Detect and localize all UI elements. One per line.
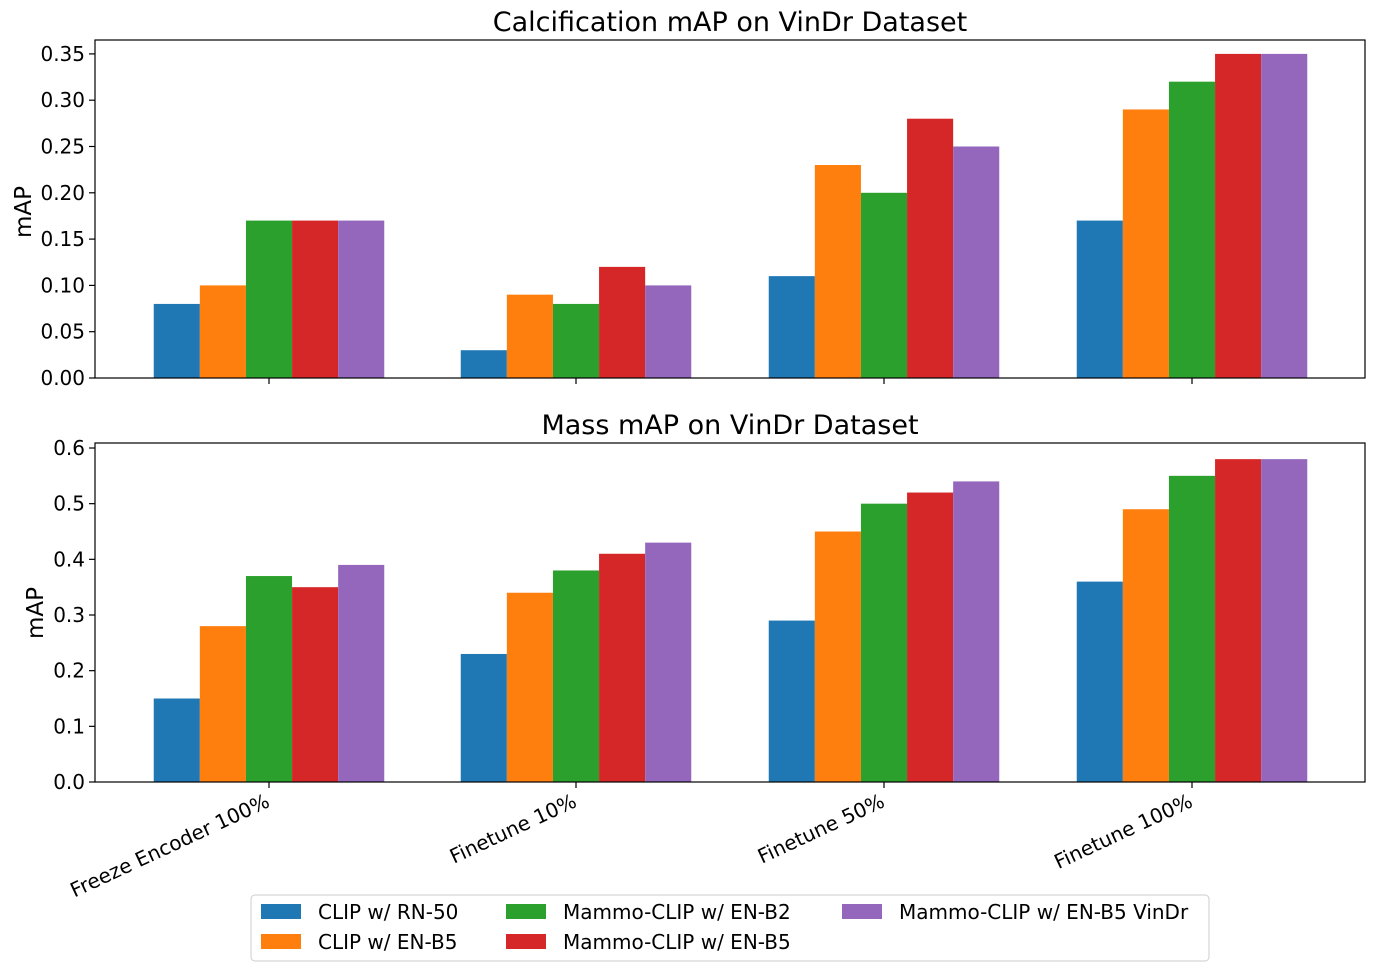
calcification-bar-clip-w-en-b5-finetune-10 xyxy=(506,294,553,378)
calcification-y-tick-label: 0.25 xyxy=(40,134,85,158)
mass-y-axis-label: mAP xyxy=(23,587,49,639)
calcification-bar-mammo-clip-w-en-b5-finetune-50 xyxy=(907,118,954,379)
mass-bar-clip-w-en-b5-finetune-10 xyxy=(506,592,553,782)
mass-y-tick-label: 0.0 xyxy=(53,770,85,794)
mass-y-tick-label: 0.1 xyxy=(53,714,85,738)
mass-bar-mammo-clip-w-en-b5-vindr-finetune-10 xyxy=(645,542,692,782)
mass-bar-mammo-clip-w-en-b2-finetune-10 xyxy=(552,570,600,782)
mass-y-tick-label: 0.3 xyxy=(53,603,85,627)
mass-bar-clip-w-en-b5-finetune-100 xyxy=(1122,509,1169,782)
calcification-y-tick-label: 0.15 xyxy=(40,227,85,251)
mass-bar-clip-w-rn-50-finetune-50 xyxy=(768,620,815,782)
calcification-bar-mammo-clip-w-en-b2-finetune-10 xyxy=(552,303,600,378)
mass-bar-mammo-clip-w-en-b2-finetune-100 xyxy=(1168,475,1216,782)
mass-bar-clip-w-rn-50-finetune-100 xyxy=(1076,581,1123,782)
mass-y-tick-label: 0.2 xyxy=(53,659,85,683)
calcification-plot-area: 0.00 0.05 0.10 0.15 0.20 0.25 0.30 0.35 xyxy=(40,39,1366,390)
legend-label-clip-w-rn-50: CLIP w/ RN-50 xyxy=(318,900,458,924)
legend-swatch-mammo-clip-w-en-b5 xyxy=(506,934,546,949)
legend-label-mammo-clip-w-en-b5-vindr: Mammo-CLIP w/ EN-B5 VinDr xyxy=(899,900,1189,924)
legend-swatch-clip-w-rn-50 xyxy=(261,904,301,919)
legend-swatch-clip-w-en-b5 xyxy=(261,934,301,949)
mass-bar-mammo-clip-w-en-b5-finetune-50 xyxy=(907,492,954,782)
calcification-bar-mammo-clip-w-en-b5-vindr-finetune-10 xyxy=(645,285,692,378)
calcification-chart: Calcification mAP on VinDr Dataset mAP 0… xyxy=(11,7,1366,390)
calcification-y-tick-label: 0.30 xyxy=(40,88,85,112)
calcification-bar-mammo-clip-w-en-b5-finetune-10 xyxy=(599,266,646,378)
calcification-y-tick-label: 0.10 xyxy=(40,273,85,297)
calcification-bar-clip-w-en-b5-freeze-encoder-100 xyxy=(199,285,246,378)
mass-bar-mammo-clip-w-en-b5-vindr-freeze-encoder-100 xyxy=(338,564,385,782)
legend-label-clip-w-en-b5: CLIP w/ EN-B5 xyxy=(318,930,457,954)
calcification-axes-frame xyxy=(94,39,1366,379)
calcification-bar-mammo-clip-w-en-b5-finetune-100 xyxy=(1215,53,1262,378)
mass-bar-clip-w-en-b5-finetune-50 xyxy=(814,531,861,782)
mass-chart-title: Mass mAP on VinDr Dataset xyxy=(541,410,918,441)
mass-bar-mammo-clip-w-en-b5-vindr-finetune-100 xyxy=(1261,459,1308,782)
mass-bar-clip-w-rn-50-freeze-encoder-100 xyxy=(153,698,200,782)
calcification-y-tick-label: 0.05 xyxy=(40,320,85,344)
mass-chart: Mass mAP on VinDr Dataset mAP 0.0 0.1 0.2 0… xyxy=(23,410,1366,902)
mass-y-tick-label: 0.4 xyxy=(53,547,85,571)
calcification-bar-clip-w-rn-50-freeze-encoder-100 xyxy=(153,303,200,378)
mass-bar-mammo-clip-w-en-b5-vindr-finetune-50 xyxy=(953,481,1000,782)
calcification-bar-clip-w-rn-50-finetune-50 xyxy=(768,276,815,378)
calcification-bar-mammo-clip-w-en-b5-vindr-finetune-100 xyxy=(1261,53,1308,378)
legend: CLIP w/ RN-50 CLIP w/ EN-B5 Mammo-CLIP w/ … xyxy=(250,894,1210,962)
mass-axes-frame xyxy=(94,442,1366,783)
mass-bar-mammo-clip-w-en-b2-finetune-50 xyxy=(860,503,908,782)
legend-swatch-mammo-clip-w-en-b5-vindr xyxy=(842,904,882,919)
mass-y-tick-label: 0.6 xyxy=(53,436,85,460)
legend-swatch-mammo-clip-w-en-b2 xyxy=(506,904,546,919)
calcification-bar-clip-w-en-b5-finetune-50 xyxy=(814,165,861,378)
mass-bar-mammo-clip-w-en-b5-finetune-100 xyxy=(1215,459,1262,782)
legend-frame xyxy=(250,894,1210,962)
calcification-bar-clip-w-rn-50-finetune-100 xyxy=(1076,220,1123,378)
calcification-bar-mammo-clip-w-en-b5-vindr-freeze-encoder-100 xyxy=(338,220,385,378)
mass-y-tick-label: 0.5 xyxy=(53,492,85,516)
calcification-y-tick-label: 0.35 xyxy=(40,42,85,66)
calcification-y-tick-label: 0.00 xyxy=(40,366,85,390)
mass-bar-clip-w-rn-50-finetune-10 xyxy=(460,653,507,782)
mass-bar-mammo-clip-w-en-b5-finetune-10 xyxy=(599,553,646,782)
mass-bar-clip-w-en-b5-freeze-encoder-100 xyxy=(199,626,246,782)
calcification-bar-mammo-clip-w-en-b2-finetune-100 xyxy=(1168,81,1216,379)
calcification-bar-mammo-clip-w-en-b2-freeze-encoder-100 xyxy=(245,220,293,378)
calcification-chart-title: Calcification mAP on VinDr Dataset xyxy=(493,7,968,38)
calcification-bar-mammo-clip-w-en-b5-vindr-finetune-50 xyxy=(953,146,1000,378)
calcification-bar-mammo-clip-w-en-b2-finetune-50 xyxy=(860,192,908,378)
legend-label-mammo-clip-w-en-b5: Mammo-CLIP w/ EN-B5 xyxy=(563,930,791,954)
calcification-y-axis-label: mAP xyxy=(11,186,37,238)
calcification-bar-clip-w-rn-50-finetune-10 xyxy=(460,350,507,378)
calcification-y-tick-label: 0.20 xyxy=(40,181,85,205)
calcification-bar-clip-w-en-b5-finetune-100 xyxy=(1122,109,1169,378)
mass-bar-mammo-clip-w-en-b5-freeze-encoder-100 xyxy=(292,587,339,782)
mass-bar-mammo-clip-w-en-b2-freeze-encoder-100 xyxy=(245,576,293,782)
calcification-bar-mammo-clip-w-en-b5-freeze-encoder-100 xyxy=(292,220,339,378)
legend-label-mammo-clip-w-en-b2: Mammo-CLIP w/ EN-B2 xyxy=(563,900,791,924)
